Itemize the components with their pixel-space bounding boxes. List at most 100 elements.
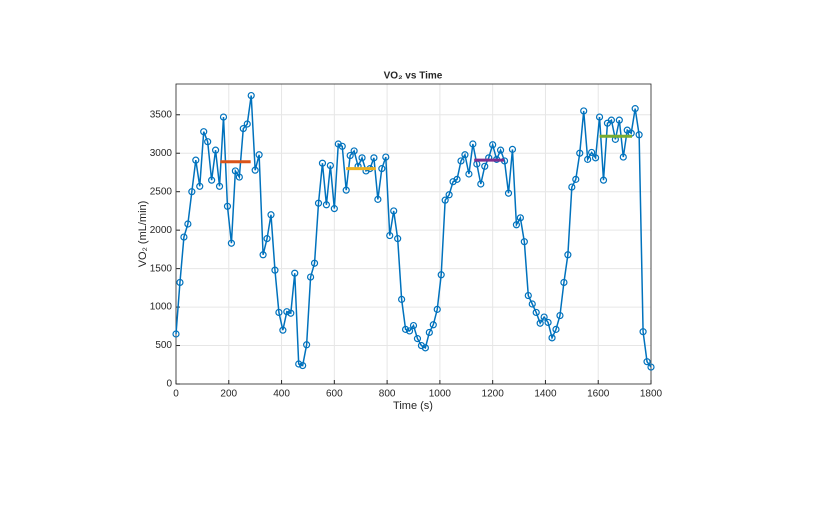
data-marker (520, 238, 528, 246)
data-marker (508, 145, 517, 153)
data-marker (188, 188, 196, 196)
data-marker (271, 266, 279, 274)
data-marker (303, 341, 311, 349)
x-tick-label: 200 (220, 389, 237, 400)
data-marker (386, 231, 394, 240)
data-marker (524, 291, 532, 300)
data-marker (556, 311, 564, 320)
data-marker (374, 195, 382, 203)
data-marker (437, 271, 445, 279)
data-marker (615, 116, 623, 124)
y-tick-label: 500 (155, 340, 172, 351)
data-marker (330, 205, 338, 213)
data-marker (457, 157, 465, 165)
data-marker (591, 154, 600, 162)
data-marker (409, 321, 418, 330)
data-marker (310, 259, 319, 267)
data-marker (433, 305, 441, 313)
axes-box (175, 83, 652, 385)
x-tick-label: 1400 (534, 389, 557, 400)
data-marker (512, 221, 521, 229)
data-marker (441, 196, 449, 204)
x-tick-label: 600 (326, 389, 343, 400)
data-marker (295, 360, 303, 368)
data-marker (283, 308, 291, 316)
data-marker (532, 308, 540, 317)
data-marker (635, 131, 643, 139)
data-marker (405, 327, 414, 335)
data-marker (445, 191, 453, 199)
data-marker (401, 325, 410, 333)
y-tick-label: 1000 (150, 302, 173, 313)
y-tick-label: 1500 (150, 263, 173, 274)
data-marker (564, 251, 572, 259)
data-marker (481, 162, 489, 170)
data-marker (607, 116, 616, 124)
data-marker (599, 176, 608, 184)
data-marker (619, 153, 627, 161)
x-tick-label: 0 (173, 389, 179, 400)
data-marker (382, 153, 390, 161)
data-marker (243, 120, 251, 128)
y-tick-label: 2000 (150, 225, 173, 236)
data-marker (370, 154, 378, 162)
data-marker (235, 173, 243, 181)
data-marker (279, 326, 287, 334)
data-marker (267, 211, 275, 219)
data-marker (358, 154, 366, 162)
data-marker (560, 278, 568, 287)
data-marker (255, 151, 263, 159)
chart-title: VO₂ vs Time (384, 71, 443, 82)
data-marker (536, 319, 544, 327)
data-marker (176, 278, 184, 287)
data-marker (251, 166, 259, 174)
data-marker (504, 189, 513, 197)
data-marker (496, 146, 505, 154)
data-marker (223, 202, 232, 210)
data-marker (489, 141, 497, 149)
data-marker (647, 363, 655, 371)
data-marker (631, 105, 639, 113)
data-marker (208, 176, 216, 184)
data-marker (398, 295, 406, 303)
data-marker (461, 151, 469, 159)
data-marker (231, 167, 239, 175)
data-line (175, 95, 652, 368)
plot-area (176, 84, 651, 384)
data-marker (299, 361, 307, 370)
data-marker (568, 183, 576, 191)
data-marker (580, 107, 588, 115)
data-marker (326, 161, 334, 170)
data-marker (572, 175, 580, 183)
data-marker (516, 214, 524, 222)
data-marker (172, 330, 180, 338)
data-marker (338, 142, 346, 150)
y-tick-label: 0 (166, 379, 172, 390)
data-marker (643, 358, 651, 366)
data-marker (184, 220, 192, 228)
data-marker (318, 159, 327, 167)
data-marker (413, 335, 422, 343)
data-marker (421, 344, 429, 352)
x-tick-label: 1800 (640, 389, 663, 400)
data-marker (390, 207, 398, 215)
data-marker (595, 113, 604, 121)
x-tick-label: 1600 (587, 389, 610, 400)
data-marker (346, 151, 354, 160)
data-marker (306, 273, 315, 281)
data-marker (239, 125, 247, 133)
data-marker (584, 155, 592, 163)
data-marker (639, 328, 647, 336)
data-marker (200, 128, 208, 136)
y-tick-label: 3000 (150, 148, 173, 159)
data-marker (588, 148, 596, 157)
data-marker (477, 180, 485, 188)
data-marker (259, 251, 267, 259)
x-tick-label: 1200 (482, 389, 505, 400)
data-marker (342, 186, 350, 194)
data-marker (322, 201, 331, 209)
data-marker (425, 328, 433, 337)
y-axis-label: VO₂ (mL/min) (137, 201, 149, 268)
y-tick-label: 2500 (150, 186, 173, 197)
